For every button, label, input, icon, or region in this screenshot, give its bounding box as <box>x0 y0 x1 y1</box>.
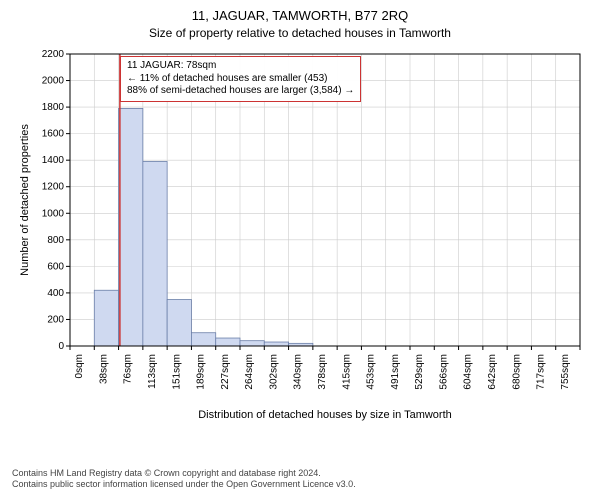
svg-text:1000: 1000 <box>42 208 65 219</box>
svg-text:1200: 1200 <box>42 182 65 193</box>
info-box: 11 JAGUAR: 78sqm ← 11% of detached house… <box>120 56 361 102</box>
svg-text:400: 400 <box>47 288 64 299</box>
info-line-2: ← 11% of detached houses are smaller (45… <box>127 73 354 86</box>
x-tick-label: 189sqm <box>196 354 207 390</box>
footer: Contains HM Land Registry data © Crown c… <box>12 468 588 490</box>
x-tick-label: 378sqm <box>317 354 328 390</box>
bar <box>191 333 215 346</box>
x-tick-label: 76sqm <box>123 354 134 384</box>
bar <box>119 108 143 346</box>
svg-text:200: 200 <box>47 314 64 325</box>
x-tick-label: 755sqm <box>560 354 571 390</box>
x-tick-label: 302sqm <box>268 354 279 390</box>
chart-area: 0 200 400 600 800 1000 1200 1400 1600 1800 2000 220… <box>12 46 588 466</box>
svg-text:0: 0 <box>58 341 64 352</box>
x-tick-label: 113sqm <box>147 354 158 389</box>
x-axis-label: Distribution of detached houses by size … <box>198 409 452 421</box>
figure-wrapper: 11, JAGUAR, TAMWORTH, B77 2RQ Size of pr… <box>0 0 600 500</box>
x-tick-label: 415sqm <box>341 354 352 390</box>
bar <box>216 338 240 346</box>
subtitle: Size of property relative to detached ho… <box>12 26 588 40</box>
x-tick-label: 642sqm <box>487 354 498 390</box>
y-axis-label: Number of detached properties <box>19 124 31 276</box>
x-tick-label: 38sqm <box>98 354 109 384</box>
svg-text:2000: 2000 <box>42 76 65 87</box>
svg-text:1400: 1400 <box>42 155 65 166</box>
svg-text:800: 800 <box>47 235 64 246</box>
x-tick-label: 453sqm <box>366 354 377 390</box>
bar-chart: 0 200 400 600 800 1000 1200 1400 1600 1800 2000 220… <box>12 46 588 438</box>
x-tick-label: 604sqm <box>463 354 474 390</box>
x-tick-label: 529sqm <box>414 354 425 390</box>
footer-line-2: Contains public sector information licen… <box>12 479 588 490</box>
x-tick-label: 680sqm <box>511 354 522 390</box>
svg-text:1800: 1800 <box>42 102 65 113</box>
x-tick-label: 717sqm <box>536 354 547 390</box>
footer-line-1: Contains HM Land Registry data © Crown c… <box>12 468 588 479</box>
svg-text:1600: 1600 <box>42 129 65 140</box>
bar <box>264 342 288 346</box>
bar <box>94 290 118 346</box>
x-tick-label: 566sqm <box>438 354 449 390</box>
x-tick-label: 264sqm <box>244 354 255 390</box>
bar <box>167 300 191 346</box>
svg-text:600: 600 <box>47 261 64 272</box>
bar <box>240 341 264 346</box>
info-line-1: 11 JAGUAR: 78sqm <box>127 60 354 73</box>
x-tick-label: 227sqm <box>220 354 231 390</box>
x-tick-label: 151sqm <box>171 354 182 390</box>
x-tick-label: 491sqm <box>390 354 401 390</box>
info-line-3: 88% of semi-detached houses are larger (… <box>127 85 354 98</box>
bar <box>143 161 167 345</box>
x-tick-label: 0sqm <box>74 354 85 378</box>
svg-text:2200: 2200 <box>42 49 65 60</box>
title: 11, JAGUAR, TAMWORTH, B77 2RQ <box>12 8 588 24</box>
x-tick-label: 340sqm <box>293 354 304 390</box>
